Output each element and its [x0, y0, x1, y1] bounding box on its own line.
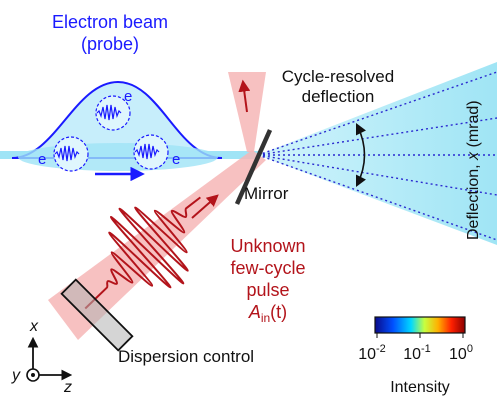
- electron-beam-subtitle: (probe): [81, 34, 139, 54]
- cycle-resolved-label: Cycle-resolved: [282, 67, 394, 86]
- colorbar-tick-1: 10-2: [358, 343, 386, 363]
- electron-wavepacket-2: [54, 137, 88, 171]
- deflection-axis-label: Deflection, x (mrad): [465, 100, 482, 240]
- axis-x-label: x: [29, 318, 39, 335]
- electron-label-1: e: [124, 88, 132, 105]
- colorbar-tick-3: 100: [449, 343, 473, 363]
- axis-y-label: y: [11, 367, 21, 384]
- mirror-label: Mirror: [244, 184, 289, 203]
- coordinate-axes: [27, 339, 70, 381]
- dispersion-control-label: Dispersion control: [118, 347, 254, 366]
- colorbar-tick-2: 10-1: [403, 343, 431, 363]
- unknown-pulse-label-1: Unknown: [230, 236, 305, 256]
- unknown-pulse-label-3: pulse: [246, 280, 289, 300]
- deflection-label: deflection: [302, 87, 375, 106]
- electron-label-2: e: [38, 151, 46, 168]
- colorbar-title: Intensity: [390, 379, 450, 396]
- electron-bunch-base: [18, 143, 218, 171]
- unknown-pulse-label-2: few-cycle: [230, 258, 305, 278]
- deflection-fan: [258, 62, 497, 245]
- electron-beam-title: Electron beam: [52, 12, 168, 32]
- electron-label-3: e: [172, 151, 180, 168]
- intensity-colorbar: [375, 317, 465, 333]
- colorbar-ticks: [377, 333, 463, 338]
- axis-z-label: z: [63, 379, 72, 396]
- unknown-pulse-label-4: Ain(t): [248, 302, 287, 325]
- electron-wavepacket-3: [134, 135, 168, 169]
